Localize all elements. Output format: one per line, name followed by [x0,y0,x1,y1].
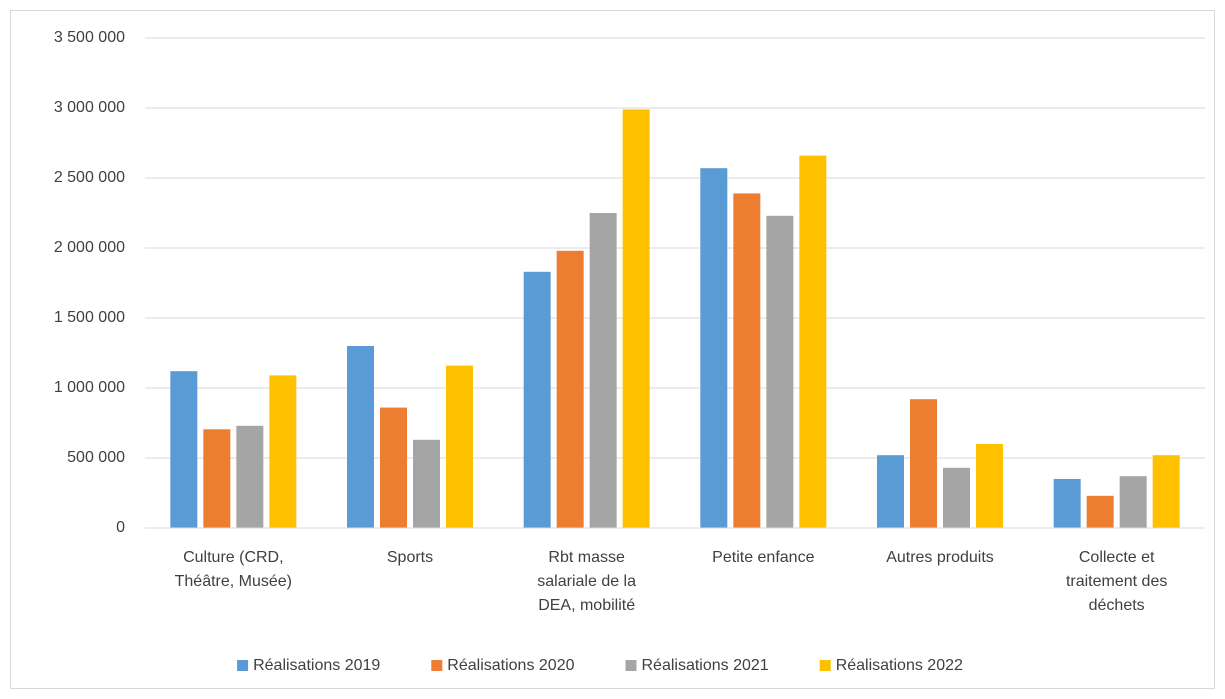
bar [556,250,584,529]
bar [203,429,231,528]
bar [943,467,970,528]
x-tick-label: Rbt masse salariale de la DEA, mobilité [537,549,637,614]
bar [910,399,937,528]
y-tick-label: 1 000 000 [54,379,125,396]
legend-swatch [625,660,637,671]
bar [1053,479,1081,528]
chart-border [10,10,1215,689]
y-tick-label: 500 000 [67,449,125,466]
x-tick-label: Petite enfance [712,549,815,566]
bar [733,193,761,528]
y-tick-label: 0 [116,519,125,536]
legend-label: Réalisations 2020 [447,657,574,674]
bar [170,371,198,528]
bar [269,375,297,528]
bar [347,346,374,528]
legend-label: Réalisations 2019 [253,657,380,674]
bar [622,109,650,529]
bar [799,155,827,528]
y-tick-label: 3 000 000 [54,99,125,116]
bar [1119,476,1147,528]
legend-label: Réalisations 2021 [642,657,769,674]
bar [380,407,407,528]
x-tick-label: Culture (CRD, Théâtre, Musée) [174,549,293,590]
y-tick-label: 3 500 000 [54,29,125,46]
x-tick-label: Collecte et traitement des déchets [1065,549,1168,614]
bar [976,444,1003,528]
y-tick-label: 2 500 000 [54,169,125,186]
bar [589,213,617,528]
legend-swatch [819,660,831,671]
x-tick-label: Sports [386,549,434,566]
bar [523,271,551,528]
bar [766,215,794,529]
y-tick-label: 2 000 000 [54,239,125,256]
bar [1086,495,1114,528]
legend-swatch [431,660,443,671]
bar [446,365,473,528]
bar [413,439,440,528]
bar [877,455,904,528]
y-tick-label: 1 500 000 [54,309,125,326]
x-tick-label: Autres produits [886,549,994,566]
bar [236,425,264,528]
bar [700,168,728,528]
legend-swatch [237,660,249,671]
legend-label: Réalisations 2022 [836,657,963,674]
bar [1152,455,1180,528]
